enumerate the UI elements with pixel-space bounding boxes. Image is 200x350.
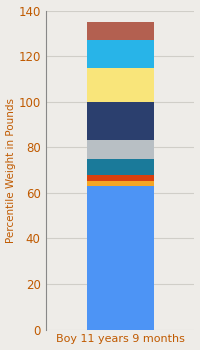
Bar: [87, 102, 154, 140]
Bar: [87, 159, 154, 175]
Y-axis label: Percentile Weight in Pounds: Percentile Weight in Pounds: [6, 98, 16, 243]
Bar: [87, 186, 154, 330]
Bar: [87, 140, 154, 159]
Bar: [87, 22, 154, 40]
Bar: [87, 175, 154, 181]
Bar: [87, 40, 154, 68]
Bar: [87, 68, 154, 102]
Bar: [87, 181, 154, 186]
